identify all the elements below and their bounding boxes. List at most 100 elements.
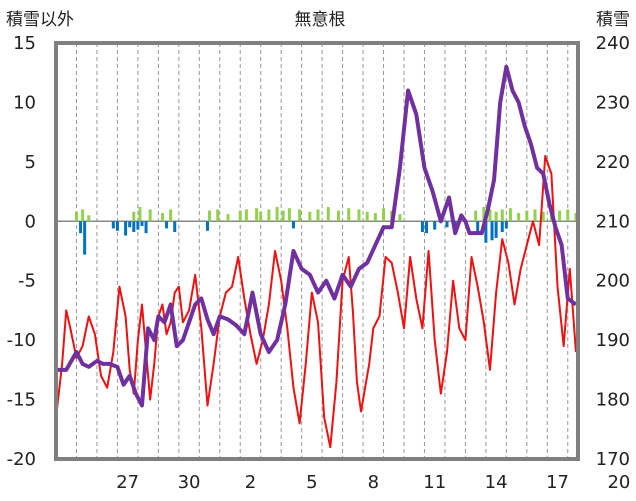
- precip-negative-bar: [476, 221, 480, 235]
- y-right-tick-label: 220: [596, 152, 630, 173]
- y-left-tick-label: 5: [25, 152, 36, 173]
- precip-positive-bar: [533, 209, 537, 222]
- y-left-tick-label: -5: [18, 271, 36, 292]
- x-ticks: 27302581114172023: [116, 472, 630, 493]
- x-tick-label: 8: [368, 472, 379, 493]
- precip-positive-bar: [87, 215, 91, 222]
- precip-positive-bar: [244, 209, 248, 222]
- precip-negative-bar: [504, 221, 508, 229]
- chart-title: 無意根: [295, 10, 346, 30]
- precip-positive-bar: [336, 210, 340, 222]
- precip-positive-bar: [287, 208, 291, 222]
- precip-positive-bar: [508, 208, 512, 222]
- precip-negative-bar: [165, 221, 169, 229]
- precip-positive-bar: [132, 211, 136, 222]
- precip-positive-bar: [281, 210, 285, 222]
- precip-negative-bar: [420, 221, 424, 232]
- precip-negative-bar: [140, 221, 144, 227]
- precip-positive-bar: [81, 209, 85, 222]
- precip-positive-bar: [488, 209, 492, 222]
- precip-positive-bar: [494, 211, 498, 222]
- y-right-tick-label: 170: [596, 449, 630, 470]
- precip-positive-bar: [160, 212, 164, 222]
- precip-positive-bar: [558, 210, 562, 222]
- y-left-label: 積雪以外: [6, 10, 74, 30]
- x-tick-label: 30: [178, 472, 201, 493]
- precip-negative-bar: [79, 221, 83, 234]
- x-tick-label: 17: [546, 472, 569, 493]
- precip-negative-bars: [79, 221, 508, 255]
- y-right-label: 積雪: [596, 10, 630, 30]
- y-right-tick-label: 190: [596, 330, 630, 351]
- precip-positive-bar: [541, 211, 545, 222]
- y-right-tick-label: 240: [596, 33, 630, 54]
- x-tick-label: 27: [116, 472, 139, 493]
- precip-positive-bar: [238, 210, 242, 222]
- precip-positive-bars: [74, 207, 578, 222]
- precip-negative-bar: [111, 221, 115, 229]
- precip-positive-bar: [500, 209, 504, 222]
- precip-positive-bar: [138, 207, 142, 222]
- y-right-tick-label: 230: [596, 92, 630, 113]
- precip-positive-bar: [308, 211, 312, 222]
- plot-frame: [54, 41, 580, 461]
- y-left-tick-label: 10: [13, 92, 36, 113]
- precip-negative-bar: [445, 221, 449, 228]
- y-left-tick-label: 0: [25, 211, 36, 232]
- y-left-tick-label: -10: [7, 330, 36, 351]
- precip-negative-bar: [484, 221, 488, 243]
- y-left-ticks: 15 10 5 0 -5 -10 -15 -20: [7, 33, 36, 470]
- precip-positive-bar: [398, 214, 402, 222]
- precip-positive-bar: [347, 208, 351, 222]
- precip-positive-bar: [298, 209, 302, 222]
- y-right-ticks: 240 230 220 210 200 190 180 170: [596, 33, 630, 470]
- precip-positive-bar: [208, 210, 212, 222]
- precip-positive-bar: [148, 209, 152, 222]
- precip-negative-bar: [425, 221, 429, 234]
- y-right-tick-label: 180: [596, 390, 630, 411]
- precip-negative-bar: [115, 221, 119, 231]
- x-tick-label: 14: [485, 472, 508, 493]
- y-left-tick-label: -15: [7, 390, 36, 411]
- x-tick-label: 20: [607, 472, 630, 493]
- precip-negative-bar: [433, 221, 437, 230]
- precip-negative-bar: [173, 221, 177, 232]
- precip-positive-bar: [574, 212, 578, 222]
- x-grid: [55, 43, 569, 459]
- precip-positive-bar: [365, 211, 369, 222]
- y-left-tick-label: -20: [7, 449, 36, 470]
- precip-positive-bar: [74, 211, 78, 222]
- snow-depth-line: [56, 64, 578, 408]
- precip-positive-bar: [525, 210, 529, 222]
- precip-negative-bar: [136, 221, 140, 230]
- precip-positive-bar: [373, 212, 377, 222]
- x-tick-label: 5: [306, 472, 317, 493]
- precip-positive-bar: [259, 211, 263, 222]
- precip-positive-bar: [326, 207, 330, 222]
- precip-positive-bar: [267, 209, 271, 222]
- precip-positive-bar: [482, 207, 486, 222]
- precip-negative-bar: [500, 221, 504, 232]
- precip-negative-bar: [291, 221, 295, 229]
- x-tick-label: 2: [245, 472, 256, 493]
- precip-negative-bar: [205, 221, 209, 231]
- precip-positive-bar: [275, 207, 279, 222]
- precip-positive-bar: [382, 208, 386, 222]
- precip-negative-bar: [83, 221, 87, 255]
- precip-negative-bar: [490, 221, 494, 241]
- precip-positive-bar: [316, 209, 320, 222]
- precip-positive-bar: [216, 209, 220, 222]
- precip-positive-bar: [517, 212, 521, 222]
- x-tick-label: 11: [423, 472, 446, 493]
- y-right-tick-label: 210: [596, 211, 630, 232]
- precip-negative-bar: [132, 221, 136, 232]
- precip-positive-bar: [474, 210, 478, 222]
- precip-negative-bar: [124, 221, 128, 236]
- precip-negative-bar: [494, 221, 498, 238]
- temperature-line: [55, 154, 577, 449]
- precip-negative-bar: [144, 221, 148, 234]
- precip-positive-bar: [566, 209, 570, 222]
- precip-positive-bar: [226, 214, 230, 222]
- precip-positive-bar: [255, 208, 259, 222]
